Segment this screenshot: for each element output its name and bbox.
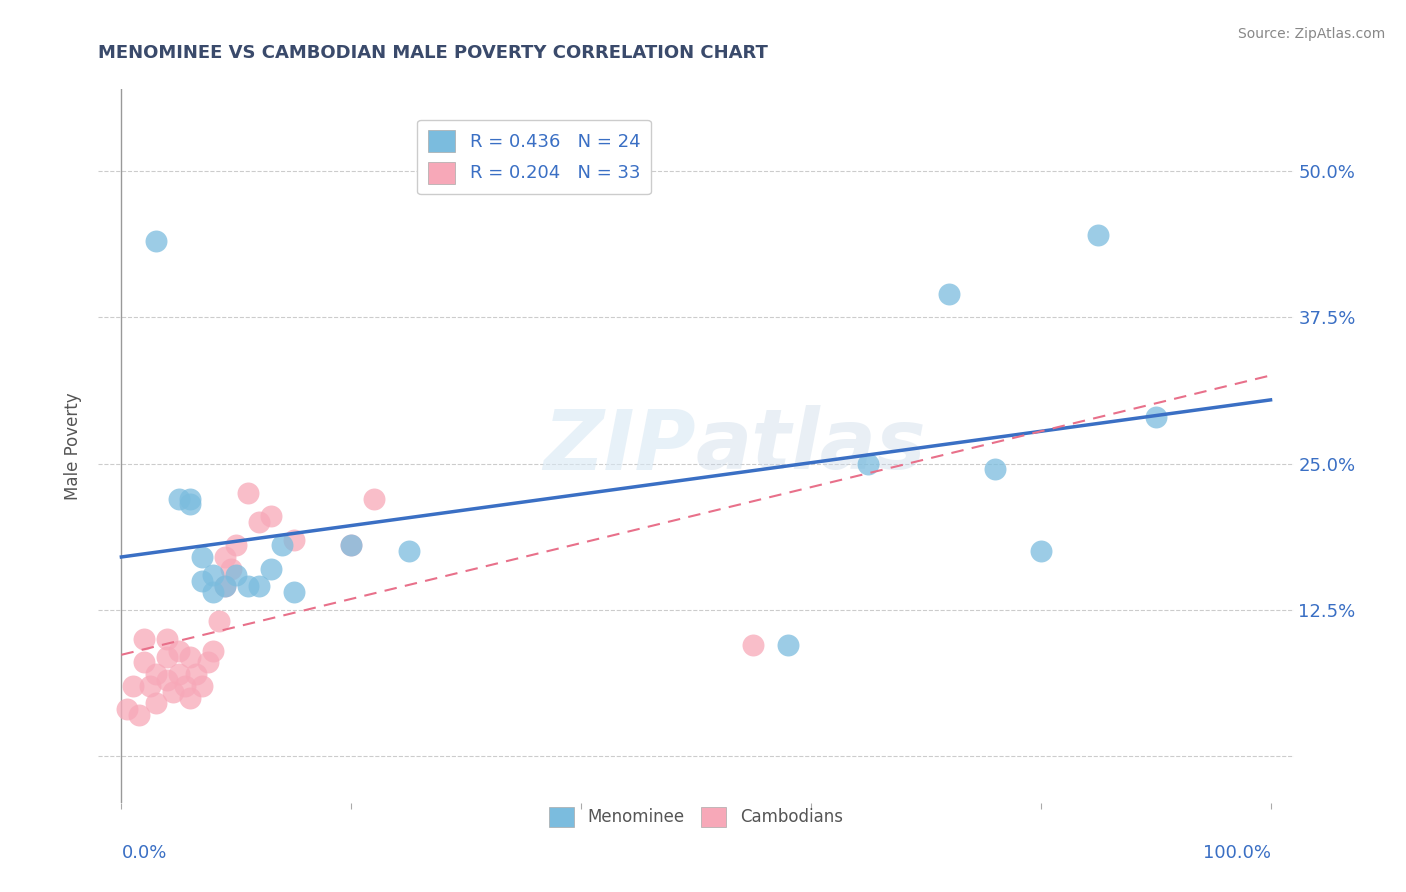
Point <box>236 579 259 593</box>
Point <box>1029 544 1052 558</box>
Point <box>167 667 190 681</box>
Point <box>128 708 150 723</box>
Point <box>162 684 184 698</box>
Point <box>363 491 385 506</box>
Point <box>236 485 259 500</box>
Legend: Menominee, Cambodians: Menominee, Cambodians <box>543 800 849 834</box>
Point <box>742 638 765 652</box>
Point <box>179 491 201 506</box>
Point <box>247 579 270 593</box>
Point <box>260 509 283 524</box>
Text: Source: ZipAtlas.com: Source: ZipAtlas.com <box>1237 27 1385 41</box>
Point <box>776 638 799 652</box>
Text: 100.0%: 100.0% <box>1202 844 1271 862</box>
Point <box>115 702 138 716</box>
Point <box>145 697 167 711</box>
Point <box>202 644 225 658</box>
Point <box>167 644 190 658</box>
Text: 0.0%: 0.0% <box>121 844 167 862</box>
Point <box>247 515 270 529</box>
Point <box>156 632 179 646</box>
Point <box>202 567 225 582</box>
Point <box>340 538 363 552</box>
Text: MENOMINEE VS CAMBODIAN MALE POVERTY CORRELATION CHART: MENOMINEE VS CAMBODIAN MALE POVERTY CORR… <box>98 45 768 62</box>
Point <box>340 538 363 552</box>
Point <box>214 579 236 593</box>
Text: atlas: atlas <box>696 406 927 486</box>
Point <box>156 649 179 664</box>
Point <box>191 574 214 588</box>
Point <box>179 498 201 512</box>
Point <box>219 562 242 576</box>
Point <box>156 673 179 687</box>
Y-axis label: Male Poverty: Male Poverty <box>65 392 83 500</box>
Point <box>283 533 305 547</box>
Point <box>145 667 167 681</box>
Point <box>283 585 305 599</box>
Point <box>173 679 195 693</box>
Point <box>214 579 236 593</box>
Point <box>179 690 201 705</box>
Point <box>191 679 214 693</box>
Point <box>858 457 880 471</box>
Point <box>134 656 156 670</box>
Point <box>122 679 145 693</box>
Point <box>214 550 236 565</box>
Point <box>938 287 960 301</box>
Point <box>202 585 225 599</box>
Point <box>145 234 167 248</box>
Point <box>1087 228 1109 243</box>
Point <box>191 550 214 565</box>
Point <box>225 538 247 552</box>
Point <box>983 462 1005 476</box>
Point <box>398 544 420 558</box>
Point <box>208 615 231 629</box>
Point <box>167 491 190 506</box>
Point <box>1144 409 1167 424</box>
Point <box>225 567 247 582</box>
Text: ZIP: ZIP <box>543 406 696 486</box>
Point <box>139 679 162 693</box>
Point <box>197 656 219 670</box>
Point <box>179 649 201 664</box>
Point <box>134 632 156 646</box>
Point <box>260 562 283 576</box>
Point <box>184 667 207 681</box>
Point <box>271 538 294 552</box>
